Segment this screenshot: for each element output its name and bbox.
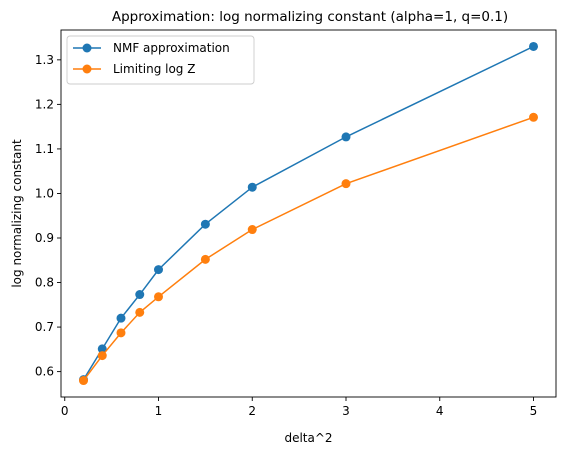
y-tick-label: 1.3 bbox=[35, 53, 54, 67]
plot-area-frame bbox=[60, 29, 557, 398]
y-tick-label: 0.8 bbox=[35, 276, 54, 290]
legend-frame bbox=[66, 35, 255, 85]
data-point-1 bbox=[135, 307, 145, 317]
legend-label-limiting: Limiting log Z bbox=[113, 62, 195, 76]
data-point-1 bbox=[200, 254, 210, 264]
data-point-0 bbox=[135, 290, 145, 300]
y-axis: 0.6 0.7 0.8 0.9 1.0 1.1 1.2 1.3 bbox=[35, 53, 61, 379]
legend-marker-limiting bbox=[82, 64, 92, 74]
x-tick-label: 5 bbox=[530, 404, 538, 418]
data-point-1 bbox=[341, 179, 351, 189]
x-tick-label: 1 bbox=[155, 404, 163, 418]
series-line-0 bbox=[82, 45, 534, 381]
data-point-0 bbox=[247, 182, 257, 192]
x-axis-label: delta^2 bbox=[284, 431, 332, 445]
y-tick-label: 0.7 bbox=[35, 320, 54, 334]
y-tick-label: 0.6 bbox=[35, 365, 54, 379]
x-tick-label: 0 bbox=[61, 404, 69, 418]
legend-marker-nmf bbox=[82, 43, 92, 53]
y-tick-label: 1.2 bbox=[35, 97, 54, 111]
data-point-0 bbox=[97, 344, 107, 354]
data-point-0 bbox=[529, 41, 538, 51]
data-point-0 bbox=[154, 265, 163, 275]
data-point-1 bbox=[529, 112, 538, 122]
series-layer bbox=[79, 41, 538, 386]
x-axis: 0 1 2 3 4 5 bbox=[61, 397, 537, 418]
y-axis-label: log normalizing constant bbox=[10, 139, 24, 288]
x-tick-label: 3 bbox=[342, 404, 350, 418]
y-tick-label: 1.0 bbox=[35, 186, 54, 200]
data-point-0 bbox=[116, 313, 126, 323]
y-tick-label: 0.9 bbox=[35, 231, 54, 245]
legend: NMF approximation Limiting log Z bbox=[66, 35, 255, 85]
data-point-0 bbox=[200, 219, 210, 229]
data-point-1 bbox=[116, 328, 126, 338]
y-tick-label: 1.1 bbox=[35, 142, 54, 156]
data-point-1 bbox=[79, 376, 88, 386]
chart-title: Approximation: log normalizing constant … bbox=[112, 9, 508, 25]
data-point-0 bbox=[341, 132, 351, 142]
data-point-1 bbox=[97, 351, 107, 361]
x-tick-label: 4 bbox=[436, 404, 444, 418]
data-point-1 bbox=[154, 292, 163, 302]
legend-label-nmf: NMF approximation bbox=[113, 41, 230, 55]
data-point-1 bbox=[247, 225, 257, 235]
x-tick-label: 2 bbox=[248, 404, 256, 418]
